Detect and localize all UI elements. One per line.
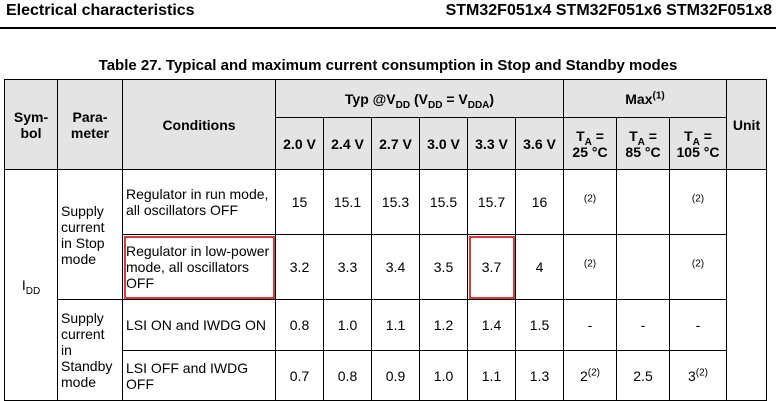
typ-value-cell: 3.7 bbox=[467, 234, 516, 300]
typ-value-cell: 3.3 bbox=[323, 234, 372, 300]
condition-cell: Regulator in run mode, all oscillators O… bbox=[122, 169, 276, 235]
header-voltage: 2.4 V bbox=[323, 117, 372, 170]
table-caption: Table 27. Typical and maximum current co… bbox=[98, 57, 678, 74]
section-title: Electrical characteristics bbox=[6, 2, 195, 19]
typ-value-cell: 0.8 bbox=[323, 350, 372, 401]
typ-value-cell: 15.5 bbox=[419, 169, 468, 235]
max-value-cell: (2) bbox=[563, 169, 617, 235]
max-value-cell: - bbox=[563, 299, 617, 351]
typ-value-cell: 3.2 bbox=[275, 234, 324, 300]
max-value-cell: (2) bbox=[563, 234, 617, 300]
header-voltage: 3.6 V bbox=[515, 117, 564, 170]
unit-cell bbox=[726, 169, 767, 401]
header-voltage: 2.7 V bbox=[371, 117, 420, 170]
typ-value-cell: 15.7 bbox=[467, 169, 516, 235]
typ-value-cell: 1.4 bbox=[467, 299, 516, 351]
header-max: Max(1) bbox=[563, 79, 727, 118]
condition-cell: LSI OFF and IWDG OFF bbox=[122, 350, 276, 401]
parameter-stop-mode: Supply current in Stop mode bbox=[57, 169, 123, 300]
max-value-cell: 3(2) bbox=[669, 350, 727, 401]
condition-cell: LSI ON and IWDG ON bbox=[122, 299, 276, 351]
current-consumption-table: Sym-bol Para-meter Conditions Typ @VDD (… bbox=[4, 79, 767, 401]
table-row: LSI OFF and IWDG OFF 0.7 0.8 0.9 1.0 1.1 1.3 2(… bbox=[5, 350, 767, 401]
typ-value-cell: 1.1 bbox=[371, 299, 420, 351]
typ-value-cell: 1.0 bbox=[419, 350, 468, 401]
typ-value-cell: 1.5 bbox=[515, 299, 564, 351]
max-value-cell: - bbox=[669, 299, 727, 351]
table-row: Supply current in Standby mode LSI ON and… bbox=[5, 299, 767, 401]
typ-value-cell: 1.2 bbox=[419, 299, 468, 351]
table-row: Regulator in low-power mode, all oscilla… bbox=[5, 234, 767, 300]
typ-value-cell: 15.1 bbox=[323, 169, 372, 235]
typ-value-cell: 4 bbox=[515, 234, 564, 300]
condition-cell: Regulator in low-power mode, all oscilla… bbox=[122, 234, 276, 300]
typ-value-cell: 16 bbox=[515, 169, 564, 235]
max-value-cell bbox=[616, 234, 670, 300]
typ-value-cell: 1.0 bbox=[323, 299, 372, 351]
typ-value-cell: 0.9 bbox=[371, 350, 420, 401]
max-value-cell: - bbox=[616, 299, 670, 351]
max-value-cell: 2.5 bbox=[616, 350, 670, 401]
header-voltage: 3.3 V bbox=[467, 117, 516, 170]
table-row: IDD Supply current in Stop mode Regulator … bbox=[4, 169, 767, 401]
max-value-cell bbox=[616, 169, 670, 235]
symbol-cell: IDD bbox=[4, 169, 58, 401]
header-conditions: Conditions bbox=[122, 79, 276, 170]
typ-value-cell: 1.3 bbox=[515, 350, 564, 401]
typ-value-cell: 15.3 bbox=[371, 169, 420, 235]
header-unit: Unit bbox=[726, 79, 767, 170]
header-symbol: Sym-bol bbox=[4, 79, 58, 170]
part-numbers: STM32F051x4 STM32F051x6 STM32F051x8 bbox=[445, 2, 772, 19]
header-temperature: TA = 25 °C bbox=[563, 117, 617, 170]
max-value-cell: (2) bbox=[669, 169, 727, 235]
header-voltage: 2.0 V bbox=[275, 117, 324, 170]
header-voltage: 3.0 V bbox=[419, 117, 468, 170]
header-parameter: Para-meter bbox=[57, 79, 123, 170]
typ-value-cell: 3.4 bbox=[371, 234, 420, 300]
header-rule bbox=[0, 27, 776, 29]
parameter-standby-mode: Supply current in Standby mode bbox=[57, 299, 123, 401]
max-value-cell: (2) bbox=[669, 234, 727, 300]
typ-value-cell: 3.5 bbox=[419, 234, 468, 300]
typ-value-cell: 0.7 bbox=[275, 350, 324, 401]
header-typ: Typ @VDD (VDD = VDDA) bbox=[275, 79, 564, 118]
header-temperature: TA = 85 °C bbox=[616, 117, 670, 170]
typ-value-cell: 0.8 bbox=[275, 299, 324, 351]
typ-value-cell: 1.1 bbox=[467, 350, 516, 401]
max-value-cell: 2(2) bbox=[563, 350, 617, 401]
typ-value-cell: 15 bbox=[275, 169, 324, 235]
header-temperature: TA = 105 °C bbox=[669, 117, 727, 170]
